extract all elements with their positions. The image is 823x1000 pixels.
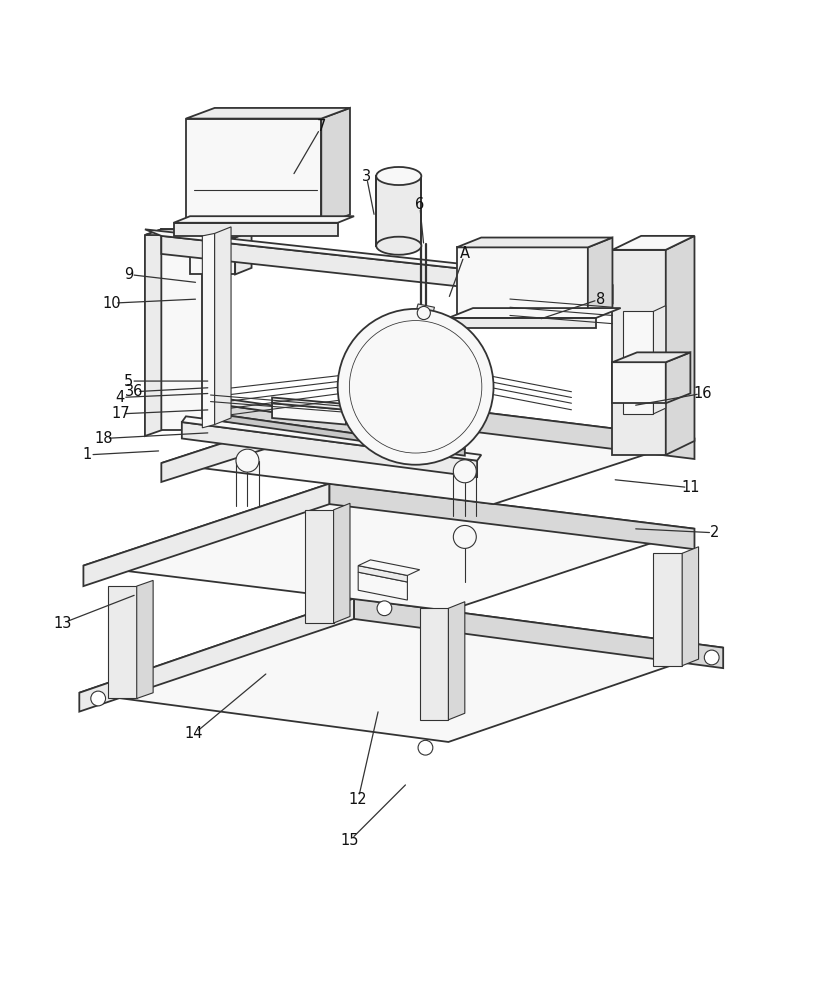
Polygon shape: [182, 422, 477, 477]
Text: 5: 5: [124, 374, 133, 389]
Polygon shape: [358, 560, 420, 575]
Polygon shape: [416, 313, 432, 324]
Text: 2: 2: [710, 525, 719, 540]
Polygon shape: [354, 598, 723, 668]
Polygon shape: [588, 238, 612, 320]
Circle shape: [417, 306, 430, 320]
Polygon shape: [612, 250, 666, 455]
Polygon shape: [612, 236, 695, 250]
Polygon shape: [186, 108, 350, 119]
Polygon shape: [385, 362, 393, 379]
Polygon shape: [190, 231, 252, 238]
Polygon shape: [211, 403, 465, 449]
Polygon shape: [333, 503, 350, 623]
Polygon shape: [145, 229, 612, 285]
Polygon shape: [612, 352, 690, 362]
Polygon shape: [666, 236, 695, 455]
Text: 7: 7: [317, 119, 326, 134]
Ellipse shape: [376, 237, 421, 255]
Polygon shape: [374, 379, 418, 400]
Polygon shape: [374, 372, 420, 385]
Polygon shape: [457, 247, 588, 320]
Circle shape: [337, 309, 494, 465]
Polygon shape: [449, 602, 465, 720]
Text: 14: 14: [185, 726, 203, 741]
Polygon shape: [79, 598, 723, 742]
Polygon shape: [145, 229, 161, 436]
Polygon shape: [174, 216, 354, 223]
Circle shape: [453, 525, 477, 548]
Text: 6: 6: [415, 197, 425, 212]
Polygon shape: [457, 238, 612, 247]
Circle shape: [704, 650, 719, 665]
Text: 3: 3: [362, 169, 371, 184]
Polygon shape: [329, 484, 695, 549]
Polygon shape: [416, 304, 435, 316]
Polygon shape: [137, 580, 153, 698]
Text: 1: 1: [83, 447, 92, 462]
Polygon shape: [362, 397, 695, 459]
Ellipse shape: [376, 167, 421, 185]
Polygon shape: [321, 108, 350, 225]
Text: 4: 4: [116, 390, 125, 405]
Polygon shape: [383, 397, 418, 420]
Polygon shape: [272, 397, 346, 410]
Text: A: A: [460, 246, 470, 261]
Polygon shape: [211, 397, 465, 439]
Polygon shape: [420, 608, 449, 720]
Polygon shape: [596, 279, 612, 303]
Polygon shape: [449, 318, 596, 328]
Text: 18: 18: [95, 431, 114, 446]
Text: 17: 17: [111, 406, 130, 421]
Circle shape: [377, 601, 392, 616]
Circle shape: [418, 740, 433, 755]
Polygon shape: [161, 397, 695, 504]
Polygon shape: [358, 572, 407, 600]
Polygon shape: [376, 176, 421, 246]
Polygon shape: [108, 586, 137, 698]
Polygon shape: [653, 553, 682, 666]
Text: 13: 13: [53, 616, 72, 631]
Text: 16: 16: [694, 386, 712, 401]
Text: 9: 9: [124, 267, 133, 282]
Polygon shape: [174, 223, 337, 236]
Polygon shape: [449, 308, 621, 318]
Text: 10: 10: [103, 296, 122, 311]
Polygon shape: [161, 397, 362, 482]
Polygon shape: [215, 227, 231, 425]
Polygon shape: [83, 484, 329, 586]
Polygon shape: [682, 547, 699, 666]
Circle shape: [91, 691, 105, 706]
Polygon shape: [161, 236, 612, 303]
Polygon shape: [235, 231, 252, 274]
Text: 36: 36: [125, 384, 143, 399]
Text: 15: 15: [341, 833, 359, 848]
Polygon shape: [653, 306, 666, 414]
Text: 8: 8: [596, 292, 605, 307]
Polygon shape: [211, 413, 465, 456]
Polygon shape: [405, 387, 413, 402]
Text: 12: 12: [349, 792, 368, 807]
Polygon shape: [182, 416, 481, 461]
Polygon shape: [145, 229, 202, 235]
Polygon shape: [186, 119, 321, 225]
Text: 11: 11: [681, 480, 700, 495]
Polygon shape: [79, 598, 354, 712]
Polygon shape: [202, 233, 215, 428]
Polygon shape: [358, 566, 407, 582]
Polygon shape: [305, 510, 333, 623]
Polygon shape: [666, 352, 690, 403]
Polygon shape: [190, 238, 235, 274]
Circle shape: [236, 449, 259, 472]
Polygon shape: [623, 311, 653, 414]
Polygon shape: [272, 403, 346, 425]
Polygon shape: [83, 484, 695, 611]
Circle shape: [453, 460, 477, 483]
Polygon shape: [612, 362, 666, 403]
Polygon shape: [161, 229, 202, 430]
